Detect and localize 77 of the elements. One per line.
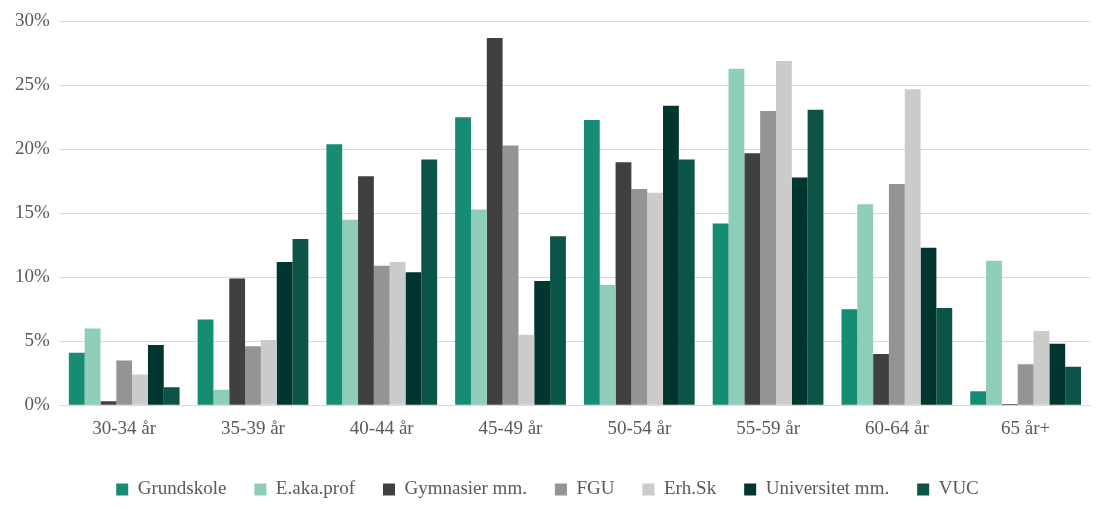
bar xyxy=(807,109,824,405)
bar xyxy=(775,61,792,405)
bar xyxy=(904,89,921,405)
bar xyxy=(518,334,535,405)
x-tick-label: 60-64 år xyxy=(864,416,930,438)
bar xyxy=(550,236,566,405)
bar xyxy=(421,159,438,405)
bar xyxy=(857,204,874,405)
bar xyxy=(936,307,953,405)
legend-label: Gymnasier mm. xyxy=(404,477,527,499)
legend-label: E.aka.prof xyxy=(275,477,356,499)
legend-label: Universitet mm. xyxy=(765,477,890,499)
bar xyxy=(663,105,679,405)
legend-label: FGU xyxy=(576,477,615,499)
y-tick-label: 15% xyxy=(15,201,50,223)
bar xyxy=(292,238,309,405)
y-tick-label: 30% xyxy=(15,9,50,31)
x-tick-label: 40-44 år xyxy=(349,416,415,438)
bar xyxy=(389,261,406,405)
bar xyxy=(873,354,889,405)
x-tick-label: 55-59 år xyxy=(736,416,801,438)
legend-label: Grundskole xyxy=(137,477,227,499)
bar xyxy=(744,153,761,405)
bar xyxy=(678,159,695,405)
bar xyxy=(534,281,551,405)
bar xyxy=(116,360,133,405)
bar xyxy=(197,319,214,405)
bar xyxy=(970,391,987,405)
bar xyxy=(791,177,808,405)
bar xyxy=(888,183,905,405)
bar xyxy=(1065,366,1081,405)
bar xyxy=(760,110,776,405)
bar xyxy=(147,345,164,405)
bar xyxy=(276,261,293,405)
y-tick-label: 25% xyxy=(15,73,50,95)
bar xyxy=(986,260,1002,405)
bar xyxy=(326,144,343,405)
bar xyxy=(213,389,230,405)
bar xyxy=(712,223,729,405)
bar xyxy=(920,247,937,405)
legend-label: VUC xyxy=(938,477,979,499)
bar xyxy=(502,145,519,405)
bar xyxy=(245,346,261,405)
legend-label: Erh.Sk xyxy=(663,477,717,499)
bar xyxy=(84,328,101,405)
y-tick-label: 20% xyxy=(15,137,50,159)
x-tick-label: 45-49 år xyxy=(478,416,544,438)
x-tick-label: 65 år+ xyxy=(1001,416,1051,438)
bar xyxy=(1033,331,1050,405)
bar xyxy=(470,209,487,405)
bar xyxy=(229,278,246,405)
y-tick-label: 0% xyxy=(24,393,50,415)
bar xyxy=(373,265,390,405)
bar xyxy=(841,309,858,405)
bar xyxy=(1017,364,1034,405)
bar xyxy=(405,272,422,405)
x-tick-label: 35-39 år xyxy=(221,416,286,438)
y-tick-label: 10% xyxy=(15,265,50,287)
bar xyxy=(615,162,632,405)
bar xyxy=(599,284,616,405)
bar xyxy=(358,176,374,405)
bar xyxy=(455,117,471,405)
bar xyxy=(260,339,277,405)
bar xyxy=(631,188,648,405)
bar xyxy=(583,119,600,405)
bar xyxy=(132,374,148,405)
bar xyxy=(728,68,745,405)
x-tick-label: 30-34 år xyxy=(92,416,157,438)
bar xyxy=(486,38,503,405)
bar xyxy=(342,219,359,405)
bar xyxy=(100,401,117,405)
bar xyxy=(163,387,180,405)
bar xyxy=(647,192,664,405)
bar xyxy=(68,352,85,405)
x-tick-label: 50-54 år xyxy=(607,416,672,438)
y-tick-label: 5% xyxy=(24,329,50,351)
bar xyxy=(1049,343,1066,405)
